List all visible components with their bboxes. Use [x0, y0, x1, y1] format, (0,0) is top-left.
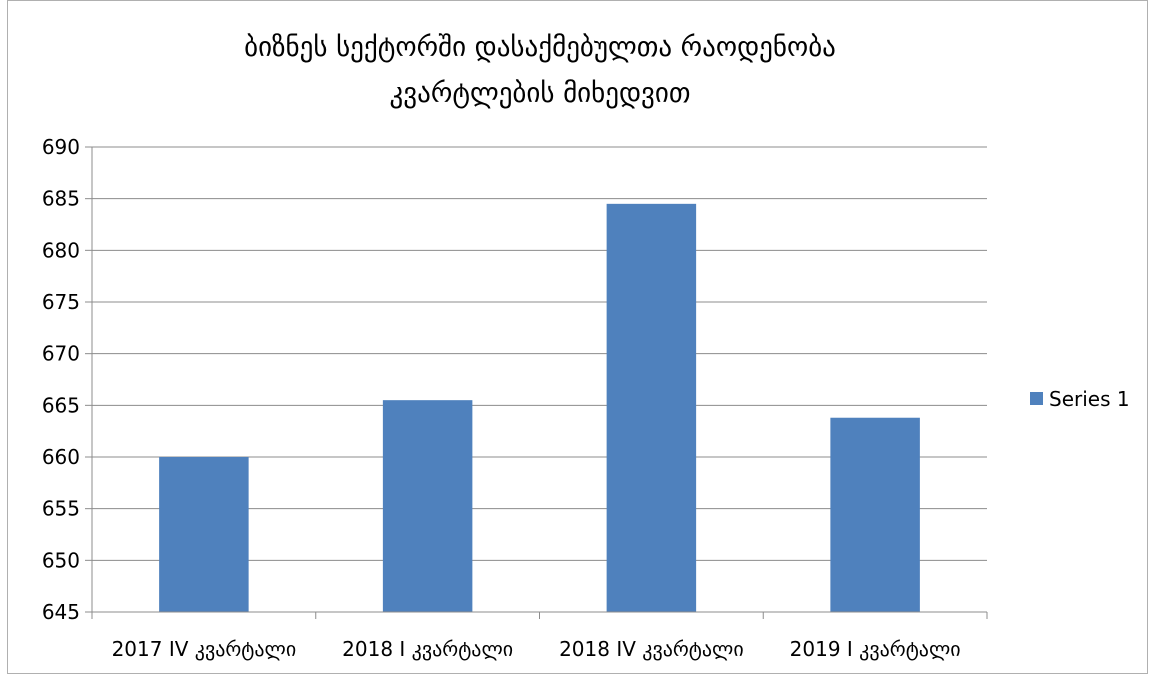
- y-tick-label: 665: [42, 393, 80, 417]
- bars: [159, 203, 920, 613]
- legend-label: Series 1: [1049, 387, 1130, 411]
- legend-swatch: [1030, 392, 1043, 405]
- y-tick-label: 680: [42, 238, 80, 262]
- x-category-label: 2018 IV კვარტალი: [559, 637, 744, 661]
- y-tick-label: 675: [42, 290, 80, 314]
- y-tick-label: 660: [42, 445, 80, 469]
- x-category-label: 2018 I კვარტალი: [342, 637, 513, 661]
- bar: [159, 457, 249, 612]
- chart-title-line-2: კვარტლების მიხედვით: [389, 78, 691, 109]
- y-tick-label: 690: [42, 135, 80, 159]
- labels: 645 650 655 660 665 670 675 680 685 690 2017 IV კვ…: [42, 135, 961, 661]
- bar: [382, 400, 473, 612]
- bar: [606, 203, 697, 613]
- x-category-label: 2019 I კვარტალი: [790, 637, 961, 661]
- axes: [85, 146, 988, 619]
- y-tick-label: 670: [42, 342, 80, 366]
- y-tick-label: 655: [42, 497, 80, 521]
- y-tick-label: 645: [42, 600, 80, 624]
- x-category-label: 2017 IV კვარტალი: [112, 637, 297, 661]
- y-tick-label: 685: [42, 187, 80, 211]
- legend: Series 1: [1030, 387, 1130, 411]
- bar: [830, 417, 920, 612]
- chart-title-line-1: ბიზნეს სექტორში დასაქმებულთა რაოდენობა: [244, 32, 836, 63]
- y-tick-label: 650: [42, 548, 80, 572]
